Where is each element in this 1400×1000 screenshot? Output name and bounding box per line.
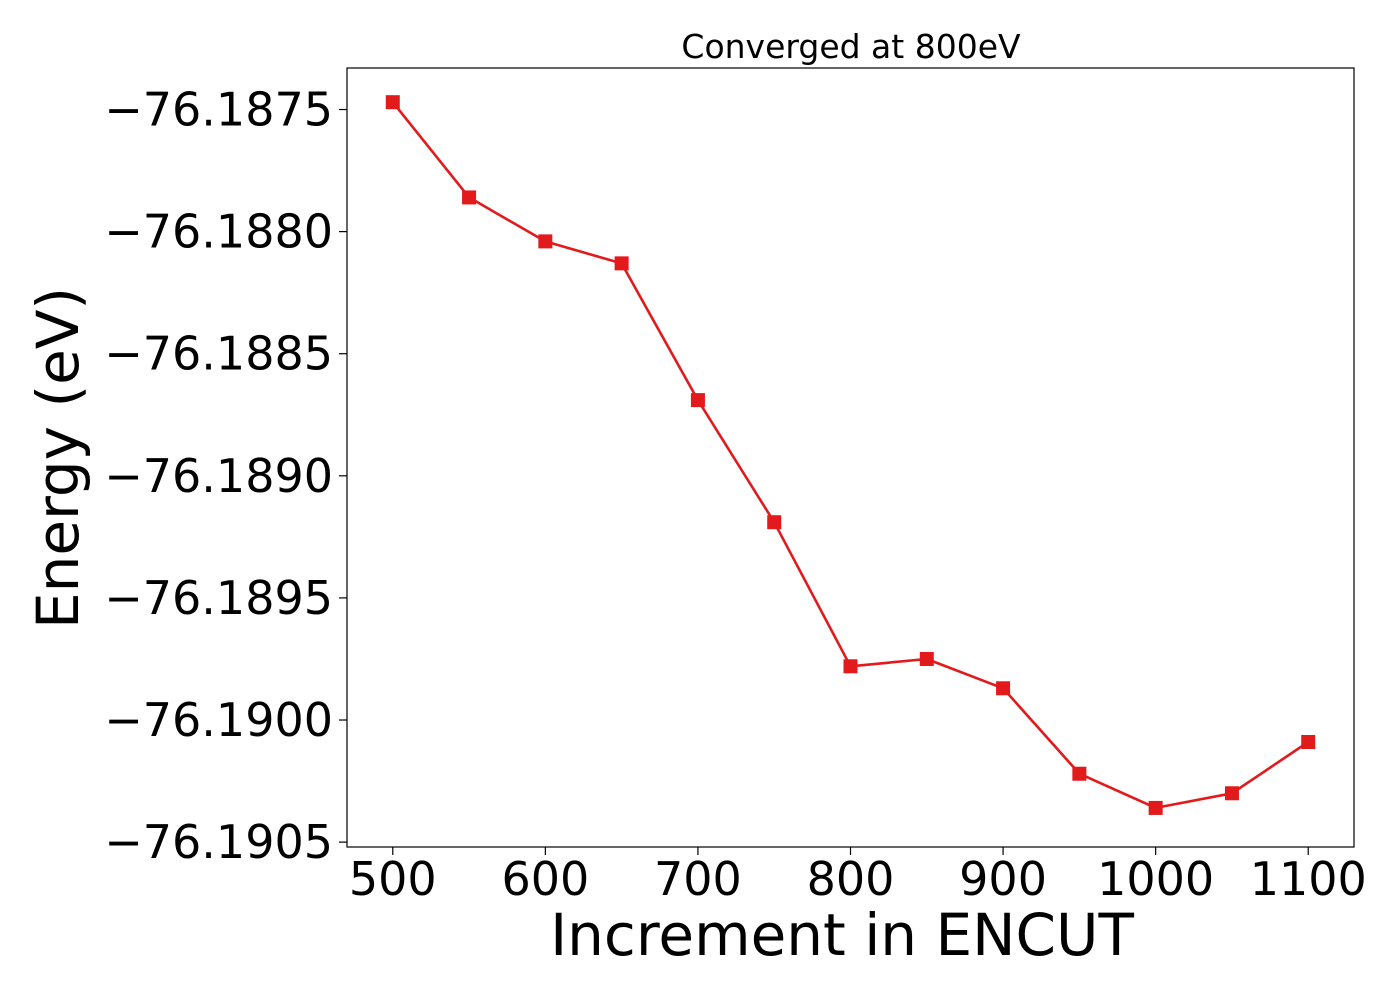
y-tick-label: −76.1890 <box>104 449 333 503</box>
data-point-marker <box>1148 800 1163 815</box>
y-tick-label: −76.1905 <box>104 815 333 869</box>
x-tick-label: 800 <box>807 852 895 906</box>
chart-title: Converged at 800eV <box>681 27 1021 66</box>
plot-frame <box>346 67 1355 848</box>
y-tick-label: −76.1885 <box>104 327 333 381</box>
y-tick-label: −76.1875 <box>104 83 333 137</box>
data-point-marker <box>843 659 858 674</box>
data-point-marker <box>919 651 934 666</box>
data-point-marker <box>462 190 477 205</box>
data-point-marker <box>996 681 1011 696</box>
x-tick-label: 1100 <box>1250 852 1367 906</box>
y-axis-ticks: −76.1875 −76.1880 −76.1885 −76.1890 −76.1895… <box>104 83 347 869</box>
series-layer <box>385 95 1316 815</box>
data-point-marker <box>690 393 705 408</box>
data-point-marker <box>1301 734 1316 749</box>
data-point-marker <box>1072 766 1087 781</box>
data-point-marker <box>767 515 782 530</box>
x-tick-label: 500 <box>349 852 437 906</box>
x-axis-label: Increment in ENCUT <box>550 901 1134 969</box>
x-tick-label: 900 <box>959 852 1047 906</box>
x-axis-ticks: 500 600 700 800 900 1000 1100 <box>349 847 1367 906</box>
data-point-marker <box>538 234 553 249</box>
y-tick-label: −76.1895 <box>104 571 333 625</box>
y-tick-label: −76.1880 <box>104 205 333 259</box>
data-point-marker <box>1224 786 1239 801</box>
series-line <box>391 101 1309 810</box>
data-point-marker <box>614 256 629 271</box>
data-point-marker <box>385 95 400 110</box>
x-tick-label: 600 <box>501 852 589 906</box>
y-axis-label: Energy (eV) <box>24 287 92 629</box>
y-tick-label: −76.1900 <box>104 693 333 747</box>
x-tick-label: 700 <box>654 852 742 906</box>
x-tick-label: 1000 <box>1097 852 1214 906</box>
